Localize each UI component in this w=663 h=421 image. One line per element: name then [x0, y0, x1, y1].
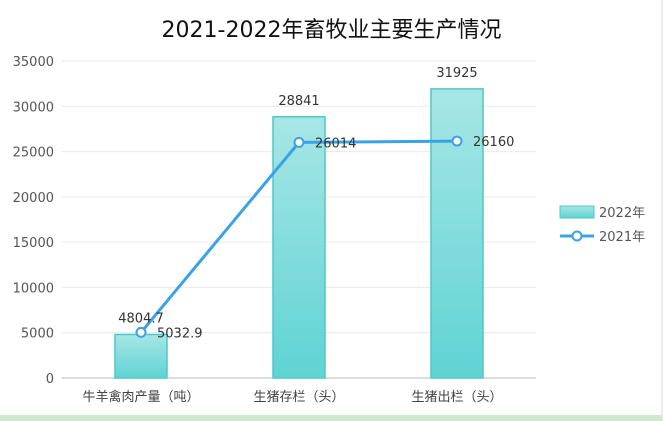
line-data-label: 5032.9: [157, 326, 203, 341]
line-point-2021[interactable]: [293, 136, 305, 148]
bar-2022[interactable]: [430, 88, 484, 379]
legend-marker-line: [571, 230, 583, 242]
y-tick-label: 20000: [13, 191, 54, 206]
line-data-label: 26014: [315, 136, 356, 151]
y-tick-label: 0: [46, 372, 54, 387]
x-tick-label: 生猪出栏（头）: [411, 390, 502, 405]
x-tick-label: 牛羊禽肉产量（吨）: [82, 389, 199, 405]
legend-label-line: 2021年: [599, 230, 645, 245]
line-data-label: 26160: [473, 135, 514, 150]
legend-swatch-bar[interactable]: [559, 205, 595, 219]
y-tick-label: 35000: [13, 55, 54, 70]
line-point-2021[interactable]: [451, 135, 463, 147]
x-tick-label: 生猪存栏（头）: [253, 390, 344, 405]
y-tick-label: 15000: [13, 236, 54, 251]
bar-data-label: 31925: [436, 66, 477, 81]
line-point-2021[interactable]: [135, 326, 147, 338]
legend-label-bar: 2022年: [599, 206, 645, 221]
bar-data-label: 28841: [278, 94, 319, 109]
bar-data-label: 4804.7: [118, 311, 164, 326]
y-tick-label: 30000: [13, 100, 54, 115]
y-tick-label: 25000: [13, 146, 54, 161]
y-tick-label: 5000: [21, 327, 54, 342]
bar-2022[interactable]: [272, 116, 326, 379]
chart-title: 2021-2022年畜牧业主要生产情况: [161, 18, 502, 43]
bar-2022[interactable]: [114, 333, 168, 379]
y-tick-label: 10000: [13, 281, 54, 296]
